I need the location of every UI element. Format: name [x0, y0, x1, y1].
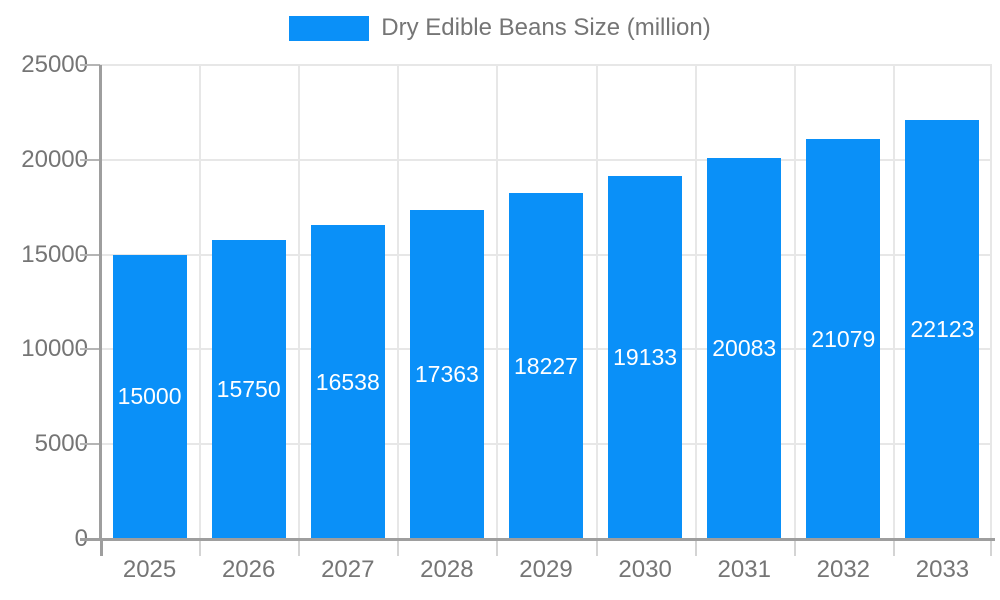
- x-axis-tick: [595, 539, 598, 556]
- gridline-vertical: [793, 65, 796, 539]
- gridline-vertical: [496, 65, 499, 539]
- bar-value-label: 17363: [414, 360, 479, 387]
- gridline-vertical: [892, 65, 895, 539]
- x-axis-tick: [990, 539, 992, 556]
- legend: Dry Edible Beans Size (million): [0, 14, 1000, 43]
- gridline-vertical: [397, 65, 400, 539]
- gridline-horizontal: [100, 158, 992, 161]
- bar: 16538: [310, 225, 385, 539]
- bar: 21079: [806, 139, 881, 539]
- x-tick-label: 2032: [816, 556, 871, 583]
- y-axis-tick: [80, 443, 100, 446]
- y-tick-label: 5000: [34, 430, 88, 458]
- y-axis-tick: [80, 64, 100, 66]
- y-axis-line: [99, 65, 102, 541]
- bar-value-label: 19133: [613, 344, 678, 371]
- plot-area: 15000 15750 16538 17363 18227 19133 20083 21079…: [80, 64, 995, 556]
- x-axis-tick: [892, 539, 895, 556]
- bar: 22123: [905, 119, 980, 539]
- gridline-horizontal: [100, 64, 992, 66]
- y-axis-tick: [80, 348, 100, 351]
- gridline-vertical: [595, 65, 598, 539]
- bar-value-label: 21079: [811, 325, 876, 352]
- x-axis-tick: [100, 539, 103, 556]
- bar: 17363: [409, 209, 484, 539]
- y-tick-label: 25000: [21, 51, 88, 78]
- x-axis-tick: [793, 539, 796, 556]
- y-axis-labels: 0500010000150002000025000: [0, 51, 88, 552]
- y-tick-label: 15000: [21, 240, 88, 268]
- legend-label: Dry Edible Beans Size (million): [381, 14, 711, 41]
- bar: 15000: [112, 254, 187, 539]
- x-axis-tick: [694, 539, 697, 556]
- bar: 20083: [707, 158, 782, 539]
- x-tick-label: 2033: [915, 556, 970, 583]
- bar-value-label: 16538: [315, 368, 380, 395]
- bar: 15750: [211, 240, 286, 539]
- x-axis-line: [80, 538, 995, 541]
- bar-value-label: 15000: [117, 383, 182, 410]
- bar: 18227: [509, 193, 583, 539]
- legend-swatch: [289, 15, 370, 41]
- legend-item[interactable]: Dry Edible Beans Size (million): [289, 14, 711, 43]
- gridline-vertical: [990, 65, 992, 539]
- x-tick-label: 2030: [618, 556, 672, 583]
- y-axis-tick: [80, 253, 100, 256]
- bar: 19133: [608, 176, 683, 539]
- x-axis-tick: [397, 539, 400, 556]
- x-axis-tick: [199, 539, 202, 556]
- y-tick-label: 10000: [21, 335, 88, 363]
- x-tick-label: 2026: [221, 556, 276, 583]
- x-tick-label: 2025: [122, 556, 177, 583]
- x-tick-label: 2031: [717, 556, 771, 583]
- x-tick-label: 2029: [519, 556, 573, 583]
- x-tick-label: 2028: [420, 556, 474, 583]
- x-axis-labels: 2025 2026 2027 2028 2029 2030 2031 2032 2033: [100, 556, 992, 586]
- bar-value-label: 22123: [910, 315, 975, 342]
- bar-value-label: 20083: [712, 335, 777, 362]
- gridline-vertical: [694, 65, 697, 539]
- x-axis-tick: [496, 539, 499, 556]
- gridline-vertical: [199, 65, 202, 539]
- x-axis-tick: [298, 539, 301, 556]
- gridline-vertical: [298, 65, 301, 539]
- bar-value-label: 18227: [514, 352, 578, 379]
- x-tick-label: 2027: [321, 556, 375, 583]
- bar-value-label: 15750: [216, 376, 281, 403]
- y-tick-label: 20000: [21, 145, 88, 173]
- y-axis-tick: [80, 158, 100, 161]
